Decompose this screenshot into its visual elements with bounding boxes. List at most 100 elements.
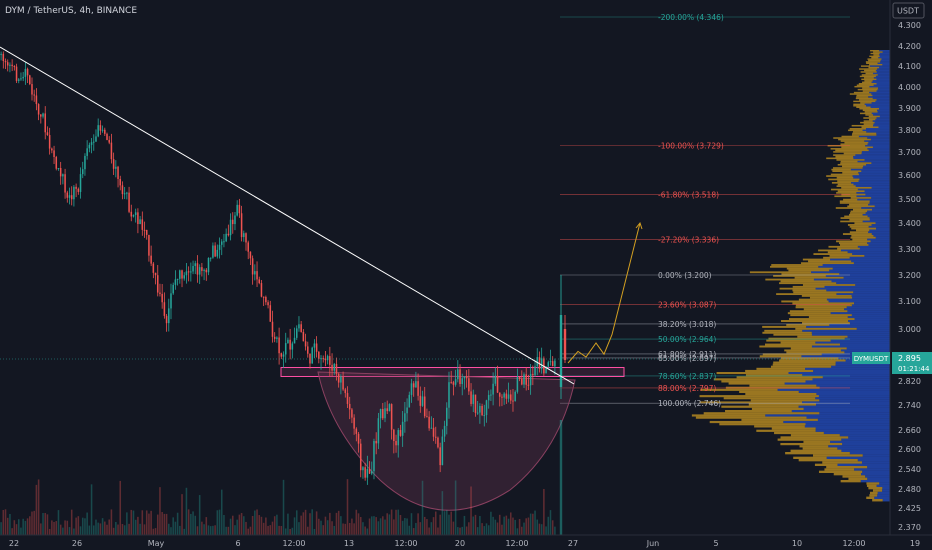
- candle-body: [406, 407, 408, 414]
- volume-profile-bar: [830, 188, 858, 191]
- candle-body: [490, 394, 492, 396]
- volume-profile-bar: [811, 331, 890, 334]
- candle-body: [59, 167, 62, 177]
- candle-body: [20, 78, 22, 80]
- candle-body: [307, 346, 309, 354]
- volume-profile-bar: [790, 314, 852, 317]
- candle-body: [549, 361, 552, 363]
- volume-profile-bar: [839, 434, 890, 437]
- volume-profile-bar: [748, 403, 817, 406]
- volume-profile-bar: [805, 423, 890, 426]
- volume-profile-bar: [860, 65, 870, 67]
- volume-bar: [31, 511, 33, 535]
- candle-body: [479, 405, 481, 413]
- price-tick-label: 2.820: [898, 377, 921, 386]
- candle-body: [139, 219, 141, 225]
- volume-profile-bar: [869, 64, 883, 66]
- volume-profile-bar: [872, 94, 890, 97]
- volume-profile-bar: [871, 93, 890, 95]
- candle-body: [355, 428, 358, 434]
- volume-bar: [551, 520, 554, 535]
- volume-bar: [251, 515, 254, 535]
- volume-bar: [42, 513, 44, 535]
- volume-bar: [335, 512, 338, 535]
- volume-bar: [119, 480, 122, 535]
- volume-profile-bar: [864, 190, 890, 193]
- currency-label: USDT: [897, 7, 919, 16]
- volume-bar: [516, 528, 519, 535]
- candle-body: [538, 357, 541, 369]
- time-tick-label: May: [148, 539, 165, 548]
- volume-profile-bar: [813, 253, 853, 255]
- candle-body: [141, 219, 144, 230]
- volume-profile-bar: [840, 249, 890, 252]
- time-tick-label: 20: [455, 539, 465, 548]
- volume-bar: [73, 528, 75, 535]
- currency-label-box[interactable]: [892, 2, 925, 19]
- volume-profile-bar: [818, 265, 890, 268]
- volume-profile-bar: [853, 176, 890, 179]
- time-axis[interactable]: [0, 535, 932, 550]
- volume-profile-bar: [861, 74, 878, 76]
- price-tick-label: 2.370: [898, 523, 921, 532]
- volume-profile-bar: [850, 210, 868, 213]
- candle-body: [344, 389, 347, 394]
- volume-bar: [229, 518, 232, 535]
- volume-profile-bar: [838, 138, 871, 141]
- volume-profile-bar: [850, 212, 866, 214]
- volume-bar: [126, 512, 128, 535]
- symbol-title: DYM / TetherUS, 4h, BINANCE: [5, 6, 137, 16]
- volume-profile-bar: [871, 197, 890, 199]
- candle-body: [428, 416, 430, 429]
- volume-bar: [397, 509, 400, 535]
- volume-profile-bar: [764, 329, 803, 332]
- candle-body: [26, 68, 29, 76]
- volume-bar: [187, 509, 190, 535]
- price-scale[interactable]: [890, 0, 932, 550]
- candle-body: [79, 174, 82, 192]
- candle-body: [311, 347, 313, 364]
- candle-body: [185, 271, 188, 276]
- volume-profile-bar: [811, 271, 890, 274]
- volume-bar: [174, 521, 177, 535]
- volume-profile-bar: [780, 436, 849, 439]
- candle-body: [368, 468, 371, 474]
- volume-profile-bar: [772, 363, 836, 366]
- volume-profile-bar: [873, 51, 883, 53]
- price-tick-label: 2.740: [898, 401, 921, 410]
- volume-bar: [163, 513, 166, 535]
- volume-profile-bar: [872, 97, 890, 100]
- volume-bar: [300, 515, 302, 535]
- volume-profile-bar: [764, 343, 840, 346]
- volume-profile-bar: [699, 401, 802, 404]
- candle-body: [353, 417, 355, 429]
- candle-body: [545, 366, 547, 374]
- candle-body: [101, 129, 104, 131]
- volume-profile-bar: [837, 180, 859, 182]
- candle-body: [309, 353, 311, 364]
- candle-body: [55, 157, 58, 169]
- volume-bar: [128, 523, 130, 535]
- candle-body: [276, 337, 278, 339]
- volume-profile-bar: [826, 175, 853, 177]
- volume-profile-bar: [876, 71, 890, 73]
- fib-level-label: 50.00% (2.964): [658, 335, 716, 344]
- volume-bar: [258, 515, 261, 535]
- candle-body: [216, 249, 219, 257]
- volume-profile-bar: [877, 491, 890, 495]
- volume-bar: [373, 516, 375, 535]
- volume-profile-bar: [862, 129, 890, 132]
- volume-profile-bar: [825, 275, 890, 277]
- volume-profile-bar: [834, 195, 857, 198]
- candle-body: [165, 315, 168, 324]
- volume-bar: [492, 516, 494, 535]
- volume-profile-bar: [826, 157, 854, 160]
- volume-profile-bar: [723, 397, 816, 400]
- candle-body: [15, 66, 18, 81]
- volume-profile-bar: [864, 254, 890, 257]
- volume-profile-bar: [818, 395, 890, 398]
- candle-body: [46, 132, 49, 136]
- volume-profile-bar: [840, 143, 868, 145]
- volume-profile-bar: [859, 247, 890, 250]
